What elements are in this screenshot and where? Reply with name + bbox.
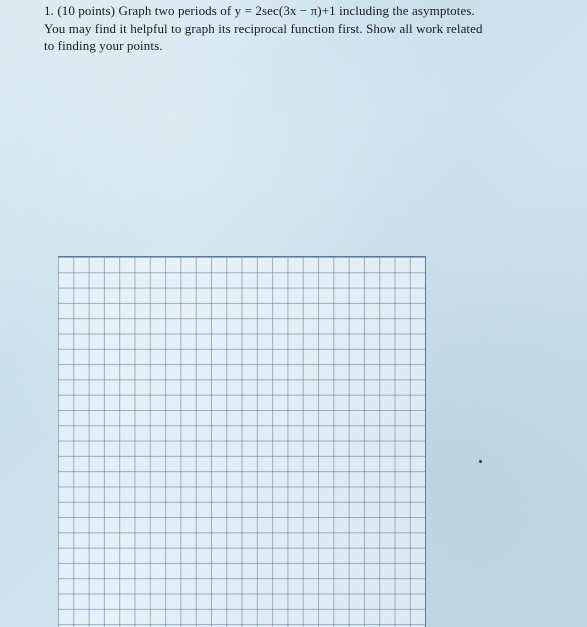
- question-text-line1: Graph two periods of y = 2sec(3x − π)+1 …: [118, 3, 474, 18]
- question-block: 1. (10 points) Graph two periods of y = …: [44, 2, 569, 55]
- graph-grid: [58, 256, 426, 627]
- question-points: (10 points): [57, 3, 115, 18]
- question-text-line2: You may find it helpful to graph its rec…: [44, 21, 483, 36]
- question-number: 1.: [44, 3, 54, 18]
- stray-mark: [479, 460, 482, 463]
- question-text-line3: to finding your points.: [44, 38, 163, 53]
